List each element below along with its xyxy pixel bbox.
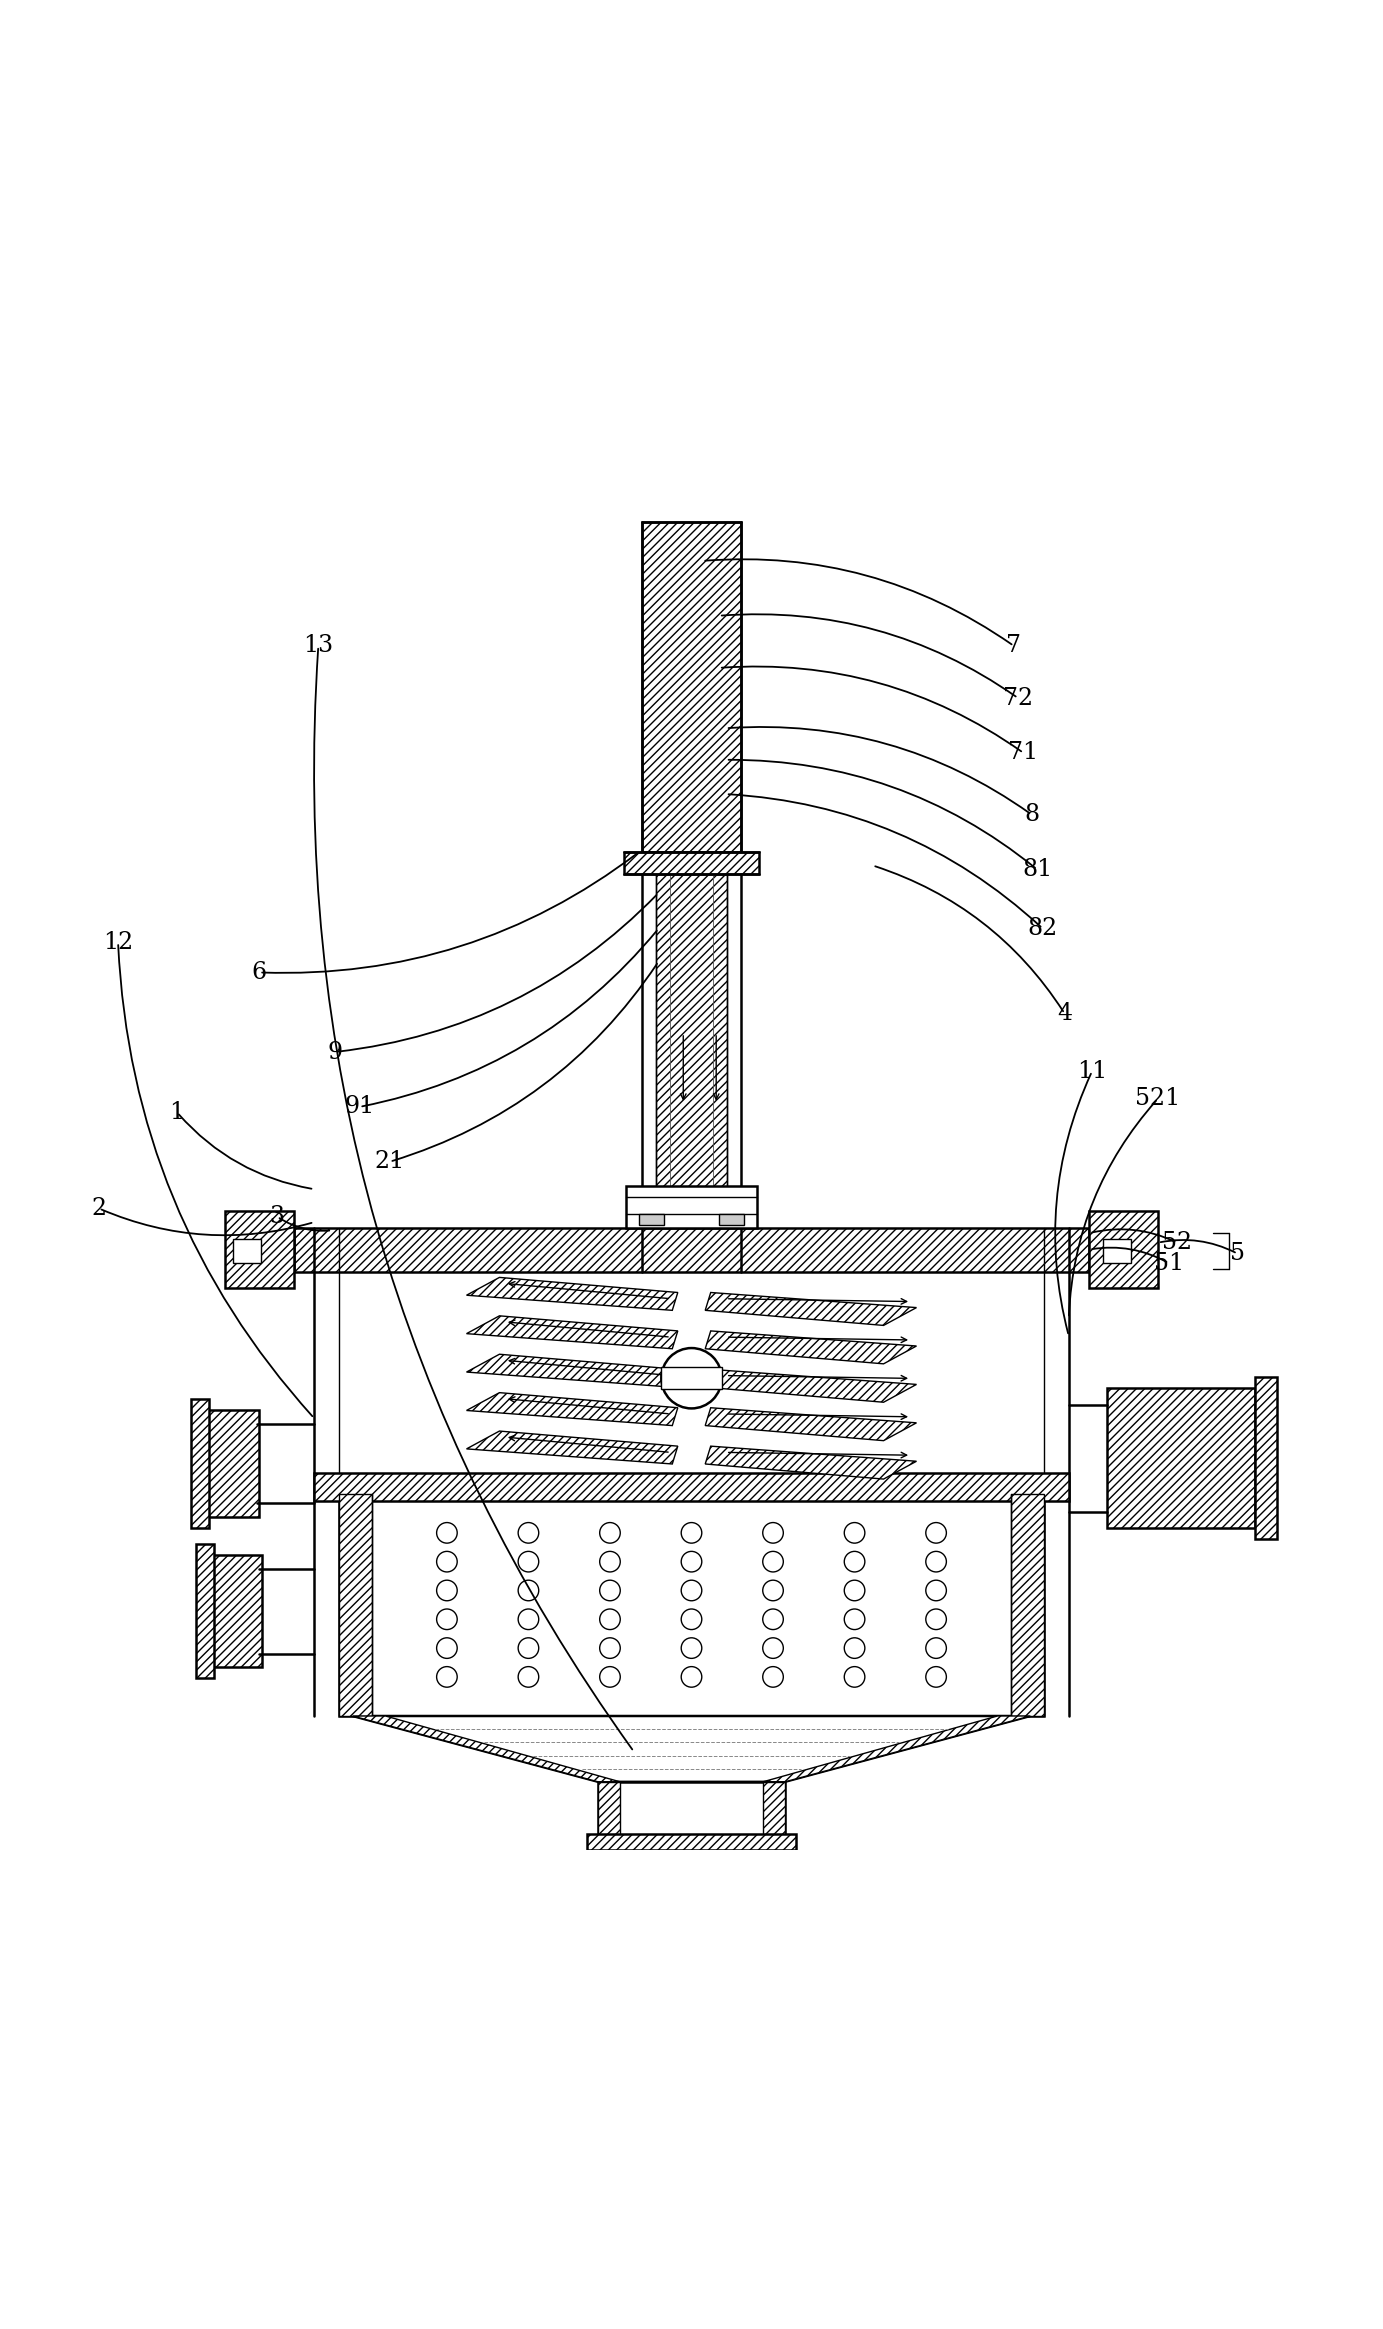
Bar — [588, 1833, 795, 1852]
Bar — [639, 1213, 664, 1225]
Text: 4: 4 — [1057, 1001, 1072, 1025]
Bar — [225, 1211, 293, 1288]
Text: 72: 72 — [1003, 687, 1033, 710]
Polygon shape — [466, 1393, 678, 1425]
Bar — [234, 1239, 261, 1262]
Bar — [642, 522, 741, 852]
Bar — [625, 1185, 758, 1227]
Bar — [656, 873, 727, 1227]
Bar — [661, 1367, 722, 1388]
Bar — [1256, 1376, 1278, 1539]
Polygon shape — [705, 1330, 917, 1365]
Text: 8: 8 — [1025, 804, 1039, 827]
Text: 5: 5 — [1229, 1241, 1245, 1265]
Text: 11: 11 — [1077, 1060, 1108, 1083]
Text: 51: 51 — [1153, 1251, 1184, 1274]
Bar — [339, 1493, 1044, 1716]
Text: 81: 81 — [1022, 857, 1052, 880]
Polygon shape — [466, 1353, 678, 1388]
Polygon shape — [705, 1407, 917, 1442]
Text: 521: 521 — [1135, 1088, 1181, 1111]
Bar — [1108, 1388, 1256, 1528]
Bar — [599, 1782, 784, 1838]
Bar — [624, 852, 759, 873]
Text: 13: 13 — [303, 633, 333, 657]
Text: 71: 71 — [1008, 741, 1039, 764]
Polygon shape — [466, 1276, 678, 1311]
Bar — [202, 1409, 260, 1516]
Bar — [196, 1544, 214, 1679]
Text: 2: 2 — [91, 1197, 106, 1220]
Polygon shape — [353, 1716, 1030, 1782]
Polygon shape — [705, 1369, 917, 1402]
Text: 82: 82 — [1028, 918, 1058, 941]
Bar — [339, 1493, 372, 1716]
Polygon shape — [466, 1430, 678, 1465]
Text: 1: 1 — [170, 1102, 184, 1125]
Bar — [207, 1556, 263, 1668]
Bar — [719, 1213, 744, 1225]
Bar — [1090, 1211, 1158, 1288]
Text: 7: 7 — [1007, 633, 1022, 657]
Bar — [599, 1782, 620, 1838]
Bar — [191, 1400, 209, 1528]
Text: 3: 3 — [270, 1204, 285, 1227]
Polygon shape — [705, 1446, 917, 1479]
Text: 6: 6 — [252, 962, 267, 983]
Polygon shape — [763, 1716, 1030, 1782]
Bar — [314, 1474, 1069, 1500]
Text: 91: 91 — [344, 1095, 375, 1118]
Text: 21: 21 — [375, 1151, 405, 1174]
Bar — [1104, 1239, 1130, 1262]
Bar — [763, 1782, 784, 1838]
Text: 52: 52 — [1162, 1232, 1192, 1255]
Text: 12: 12 — [102, 932, 133, 955]
Bar — [293, 1227, 1090, 1272]
Bar — [1011, 1493, 1044, 1716]
Text: 9: 9 — [328, 1041, 343, 1064]
Polygon shape — [353, 1716, 620, 1782]
Polygon shape — [466, 1316, 678, 1348]
Polygon shape — [705, 1293, 917, 1325]
